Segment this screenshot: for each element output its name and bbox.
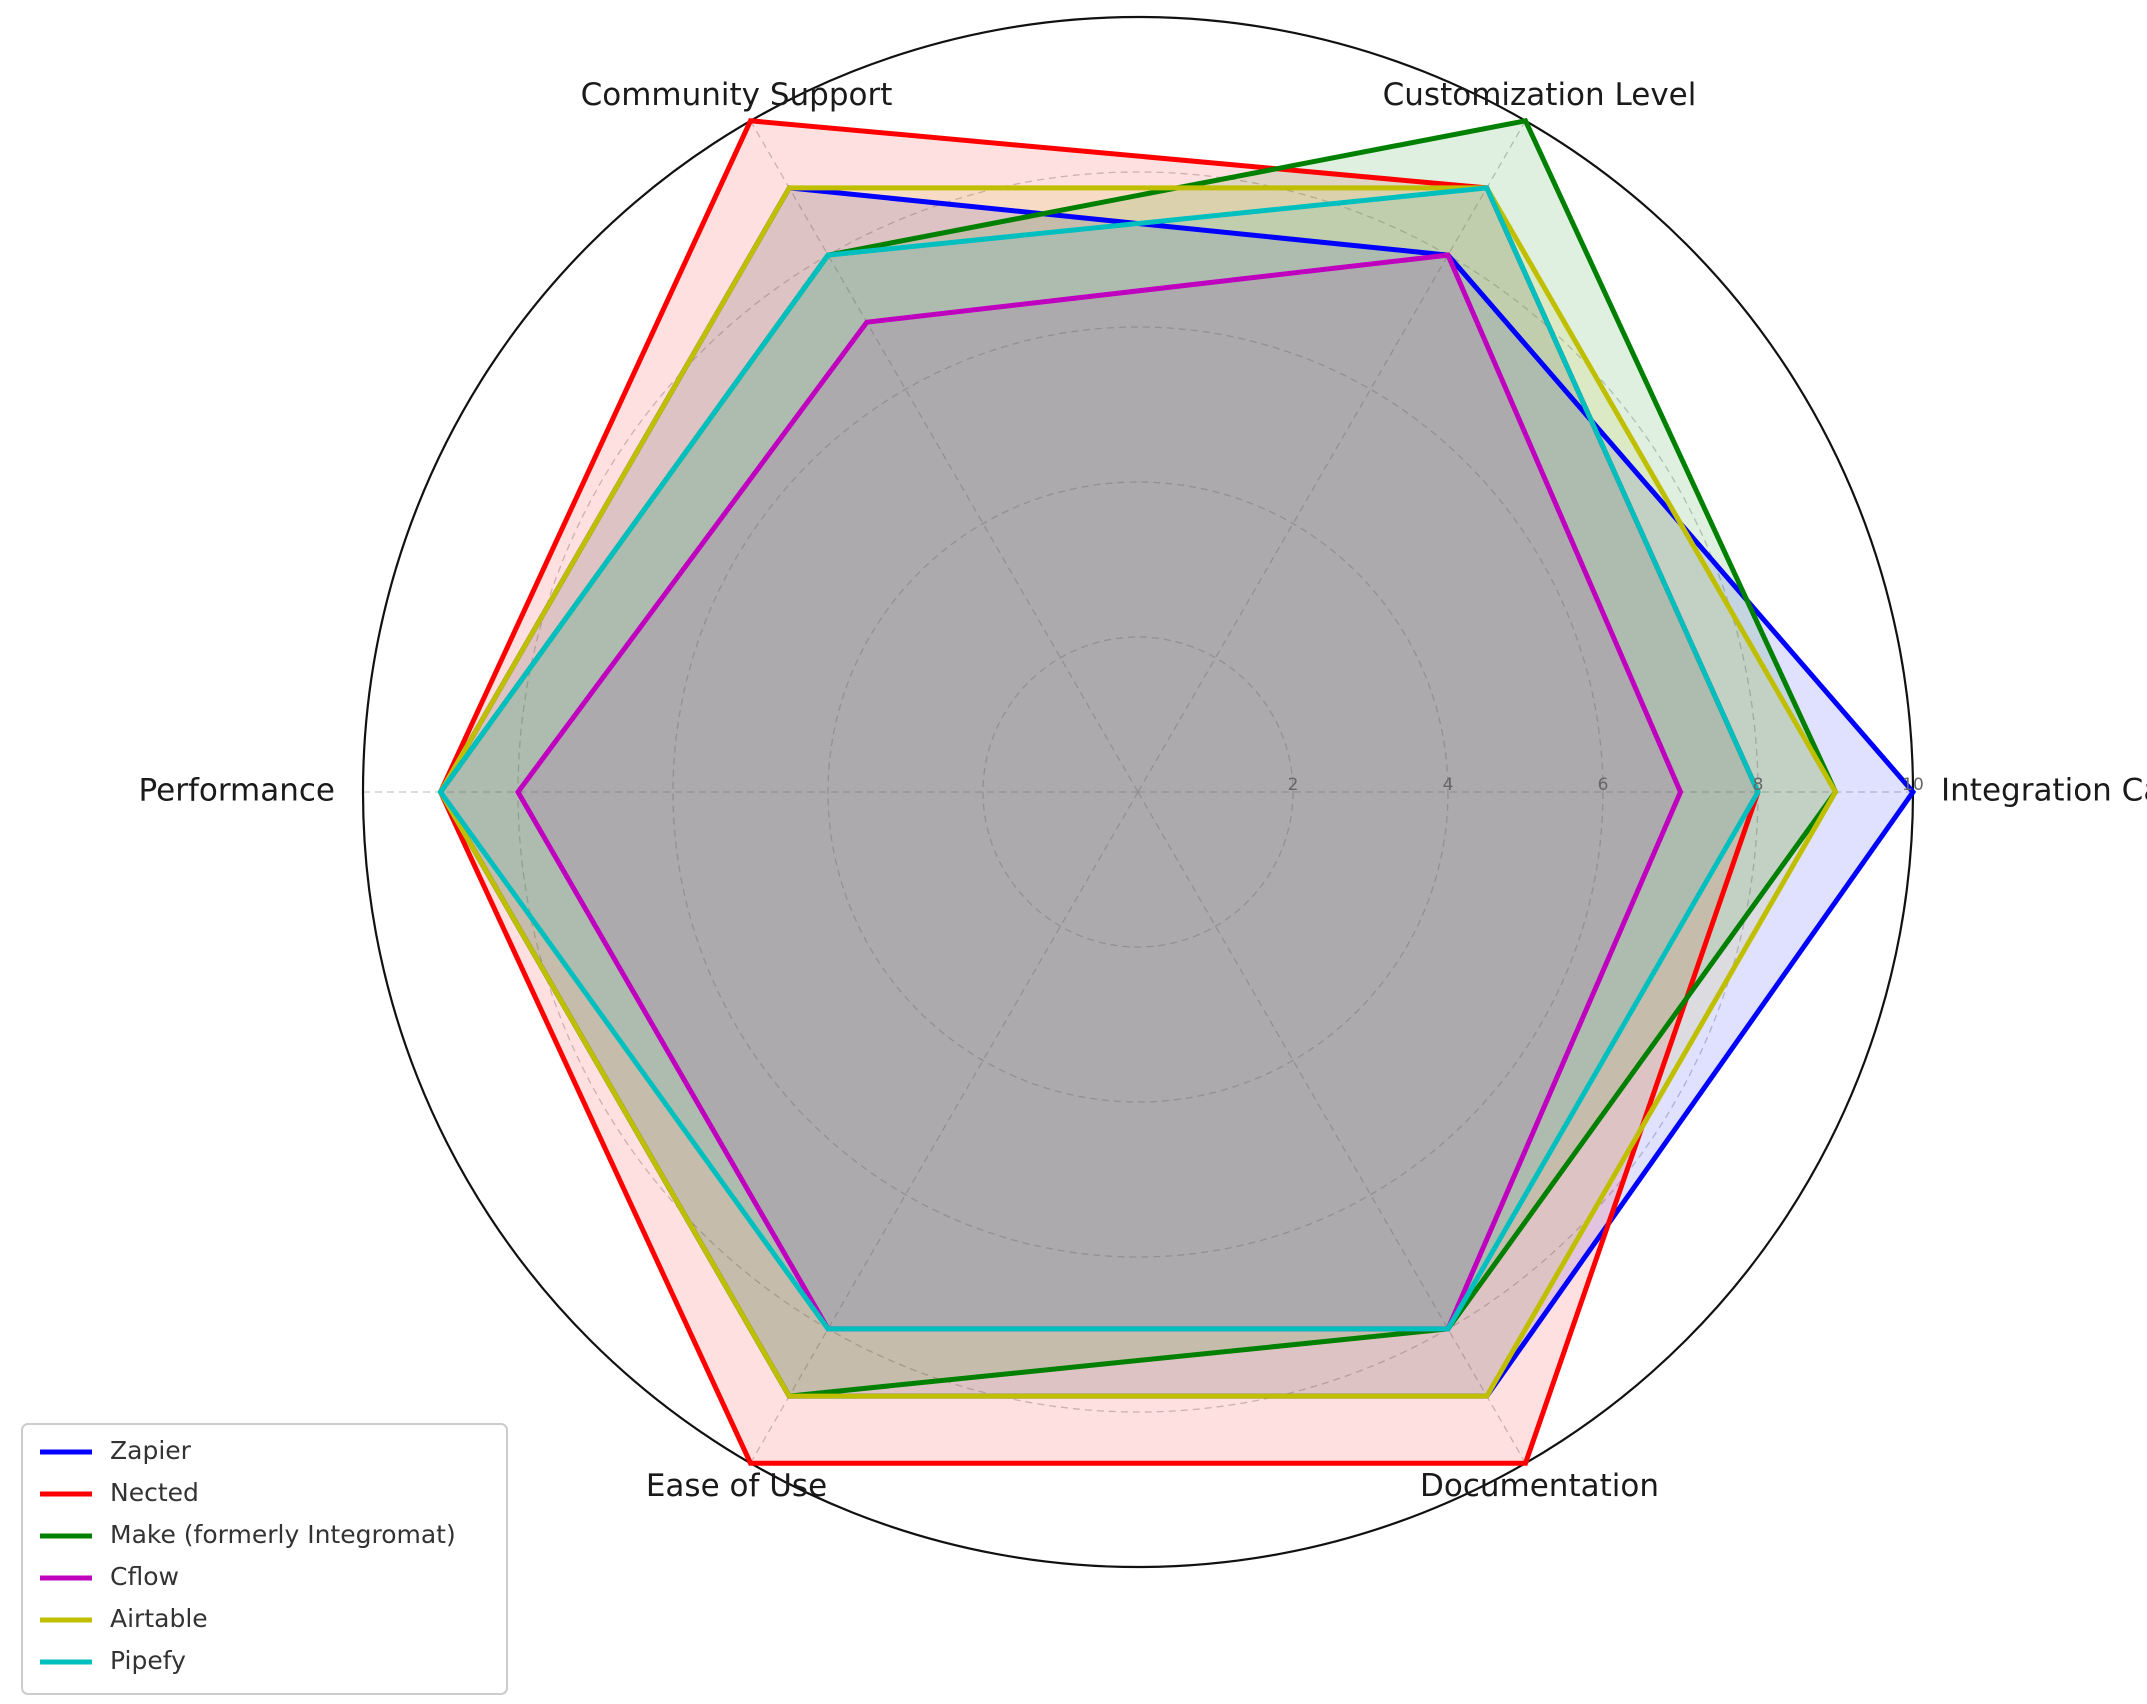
- legend-label-nected: Nected: [110, 1478, 199, 1507]
- legend-frame: [21, 1423, 508, 1695]
- rtick-label: 4: [1443, 775, 1454, 795]
- series-line-pipefy: [437, 185, 1761, 1332]
- axis-label-ease-of-use: Ease of Use: [646, 1468, 827, 1504]
- axis-label-integration-capabilities: Integration Capabilities: [1941, 773, 2147, 809]
- rtick-label: 8: [1753, 775, 1764, 795]
- legend: Zapier Nected Make (formerly Integromat) Cf…: [21, 1423, 508, 1695]
- series-fill-layer: [440, 120, 1913, 1464]
- grid-circle-6: [672, 326, 1604, 1258]
- series-fill-make-formerly-integromat: [440, 120, 1836, 1397]
- series-fill-airtable: [440, 187, 1836, 1397]
- grid-circle-2: [982, 636, 1294, 948]
- legend-label-make-formerly-integromat: Make (formerly Integromat): [110, 1520, 456, 1549]
- rtick-label: 2: [1288, 775, 1299, 795]
- grid-circle-4: [827, 481, 1449, 1103]
- series-fill-pipefy: [440, 187, 1758, 1329]
- legend-label-cflow: Cflow: [110, 1562, 179, 1591]
- axis-label-community-support: Community Support: [581, 77, 893, 113]
- legend-label-zapier: Zapier: [110, 1436, 192, 1465]
- grid-spoke-customization-level: [1137, 120, 1527, 793]
- rtick-label: 10: [1902, 775, 1924, 795]
- grid-spoke-documentation: [1137, 791, 1527, 1464]
- legend-label-pipefy: Pipefy: [110, 1646, 186, 1675]
- series-fill-zapier: [440, 187, 1913, 1397]
- grid-spoke-community-support: [749, 120, 1139, 793]
- axis-label-documentation: Documentation: [1420, 1468, 1659, 1504]
- rtick-label: 6: [1598, 775, 1609, 795]
- series-fill-cflow: [518, 255, 1681, 1329]
- series-line-layer: [437, 117, 1917, 1466]
- axis-label-performance: Performance: [139, 773, 335, 809]
- axis-label-customization-level: Customization Level: [1383, 77, 1697, 113]
- label-layer: 2 4 6 8 10 Integration Capabilities Customizat…: [139, 77, 2147, 1504]
- grid-spoke-ease-of-use: [749, 791, 1139, 1464]
- legend-label-airtable: Airtable: [110, 1604, 208, 1633]
